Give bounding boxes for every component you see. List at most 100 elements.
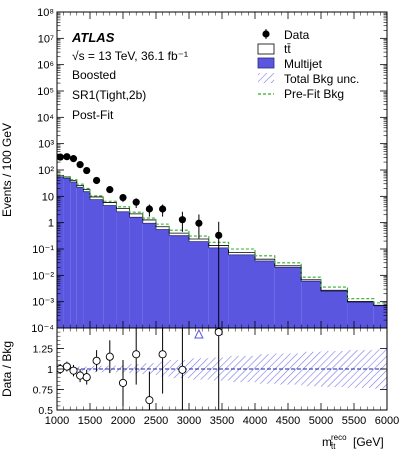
data-point <box>63 153 71 161</box>
legend-data-label: Data <box>284 28 310 42</box>
prefit-bkg-line <box>57 174 387 328</box>
multijet-bar <box>103 205 117 328</box>
y-tick-label: 10⁴ <box>37 112 54 124</box>
multijet-bar <box>76 187 84 328</box>
legend-ttbar-label: tt̄ <box>284 42 291 56</box>
data-point <box>57 153 64 161</box>
ratio-point <box>158 350 167 359</box>
data-point <box>83 166 91 175</box>
x-axis-title: m t̄t reco [GeV] <box>322 433 384 451</box>
x-tick-label: 1000 <box>45 415 69 427</box>
ratio-point <box>82 373 91 382</box>
ttbar-bar <box>274 265 302 268</box>
multijet-bar <box>70 182 77 328</box>
y-tick-label: 10⁵ <box>37 86 54 98</box>
x-tick-label: 2500 <box>144 415 168 427</box>
y-tick-label: 10⁷ <box>38 33 54 45</box>
legend-unc-swatch <box>258 73 274 83</box>
ratio-y-tick-label: 1 <box>47 364 53 376</box>
data-point <box>132 198 140 206</box>
multijet-bar <box>274 267 302 328</box>
y-tick-label: 10³ <box>38 139 54 151</box>
total-bkg-outline <box>57 175 387 328</box>
ttbar-bar <box>142 219 156 224</box>
x-axis-title-main: m <box>322 435 332 449</box>
ttbar-bar <box>83 189 90 192</box>
data-point <box>145 205 153 213</box>
legend-multijet-swatch <box>257 57 275 69</box>
ttbar-bar <box>103 202 117 206</box>
x-tick-label: 6000 <box>375 415 399 427</box>
ratio-offscale-arrow <box>194 328 204 339</box>
ttbar-bar <box>169 233 189 236</box>
ratio-point <box>92 356 101 365</box>
multijet-bar <box>83 191 90 328</box>
data-point <box>119 193 127 202</box>
y-tick-label: 10⁻⁴ <box>31 323 54 335</box>
x-tick-label: 2000 <box>111 415 135 427</box>
legend-multijet-label: Multijet <box>284 57 323 71</box>
multijet-bar <box>57 176 64 328</box>
y-tick-label: 10⁻³ <box>32 297 54 309</box>
multijet-bar <box>142 223 156 328</box>
x-tick-label: 5500 <box>342 415 366 427</box>
data-point <box>178 216 186 224</box>
data-point <box>76 161 84 169</box>
data-point <box>159 205 167 213</box>
multijet-bar <box>189 241 209 328</box>
multijet-bar <box>63 178 71 328</box>
ttbar-bar <box>189 238 209 242</box>
ratio-y-axis-title: Data / Bkg <box>0 341 14 397</box>
ttbar-bar <box>156 226 170 230</box>
ttbar-bar <box>70 180 77 183</box>
ttbar-bar <box>116 208 130 212</box>
legend-unc-label: Total Bkg unc. <box>284 72 359 86</box>
x-axis-title-sup: reco <box>331 433 347 442</box>
ttbar-bar <box>57 175 64 177</box>
energy-lumi-label: √s = 13 TeV, 36.1 fb⁻¹ <box>72 49 188 63</box>
legend: Data tt̄ Multijet Total Bkg unc. Pre-Fit… <box>257 28 359 101</box>
multijet-bar <box>169 235 189 328</box>
signal-region-label: SR1(Tight,2b) <box>72 88 146 102</box>
multijet-bar <box>90 199 104 328</box>
ttbar-bar <box>76 185 84 188</box>
ttbar-bar <box>255 259 275 262</box>
atlas-label: ATLAS <box>71 30 115 45</box>
y-tick-label: 10⁻² <box>32 270 54 282</box>
main-plot-area <box>57 153 387 328</box>
ratio-y-tick-label: 0.75 <box>33 385 54 397</box>
region-boosted-label: Boosted <box>72 68 116 82</box>
axes: 10⁻⁴ 10⁻³ 10⁻² 10⁻¹ 1 10 10² 10³ 10⁴ 10⁵ 10⁶ 10⁷ 10⁸… <box>31 7 399 427</box>
ratio-point <box>62 362 71 371</box>
y-tick-label: 10⁻¹ <box>32 244 54 256</box>
x-axis-title-sub: t̄t <box>330 442 336 451</box>
legend-prefit-label: Pre-Fit Bkg <box>284 87 344 101</box>
x-tick-label: 4000 <box>243 415 267 427</box>
multijet-bar <box>129 217 143 328</box>
ratio-y-tick-label: 1.25 <box>33 344 54 356</box>
ratio-point <box>132 350 141 359</box>
ttbar-bar <box>63 177 71 179</box>
multijet-bar <box>255 261 275 328</box>
top-y-axis-title: Events / 100 GeV <box>0 123 14 217</box>
y-tick-label: 1 <box>48 218 54 230</box>
x-tick-label: 3500 <box>210 415 234 427</box>
y-tick-label: 10⁶ <box>37 60 54 72</box>
x-tick-label: 3000 <box>177 415 201 427</box>
ttbar-bar <box>90 196 104 200</box>
ttbar-bar <box>321 290 348 292</box>
x-tick-label: 4500 <box>276 415 300 427</box>
ratio-point <box>76 371 85 380</box>
multijet-bar <box>301 281 321 328</box>
data-point <box>215 231 223 239</box>
multijet-bar <box>228 254 255 328</box>
ttbar-bar <box>301 279 321 282</box>
y-tick-label: 10⁸ <box>37 7 54 19</box>
ratio-y-tick-label: 0.5 <box>38 405 53 417</box>
multijet-bar <box>321 291 348 328</box>
data-point <box>69 155 78 163</box>
data-point <box>195 219 203 227</box>
x-tick-label: 5000 <box>309 415 333 427</box>
x-axis-title-unit: [GeV] <box>353 435 384 449</box>
